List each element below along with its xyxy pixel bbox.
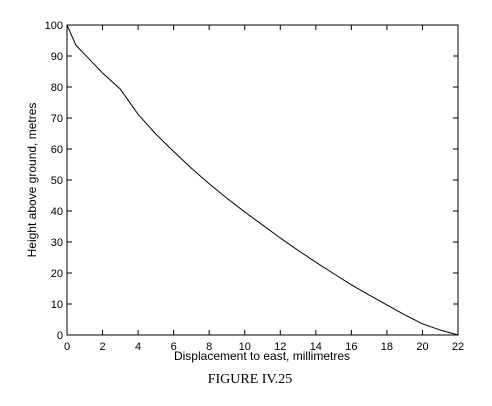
- series-group: [66, 24, 459, 336]
- x-tick-label-6: 6: [171, 341, 177, 353]
- y-tick-label-10: 10: [51, 299, 63, 311]
- y-tick-label-70: 70: [51, 113, 63, 125]
- y-tick-label-50: 50: [51, 175, 63, 187]
- x-tick-label-8: 8: [206, 341, 212, 353]
- x-axis-ticks: [66, 25, 459, 335]
- x-tick-label-0: 0: [64, 341, 70, 353]
- x-axis-tick-labels: 0 2 4 6 8 10 12 14 16 18 20 22: [64, 341, 464, 353]
- x-tick-label-4: 4: [135, 341, 141, 353]
- x-tick-label-22: 22: [452, 341, 464, 353]
- x-tick-label-14: 14: [310, 341, 322, 353]
- y-axis-label: Height above ground, metres: [25, 103, 39, 258]
- y-tick-label-60: 60: [51, 144, 63, 156]
- x-tick-label-2: 2: [99, 341, 105, 353]
- y-tick-label-0: 0: [57, 330, 63, 342]
- x-tick-label-18: 18: [381, 341, 393, 353]
- plot-frame: [66, 24, 459, 336]
- x-tick-label-20: 20: [416, 341, 428, 353]
- y-tick-label-40: 40: [51, 206, 63, 218]
- series-line-0: [66, 24, 459, 336]
- y-tick-label-100: 100: [45, 20, 63, 32]
- y-axis-ticks: [67, 24, 458, 336]
- y-tick-label-90: 90: [51, 51, 63, 63]
- y-axis-tick-labels: 0 10 20 30 40 50 60 70 80 90 100: [45, 20, 63, 342]
- figure-caption: FIGURE IV.25: [208, 372, 293, 387]
- y-tick-label-80: 80: [51, 82, 63, 94]
- y-tick-label-20: 20: [51, 268, 63, 280]
- x-tick-label-16: 16: [345, 341, 357, 353]
- x-tick-label-10: 10: [239, 341, 251, 353]
- x-axis-label: Displacement to east, millimetres: [174, 349, 350, 363]
- y-tick-label-30: 30: [51, 237, 63, 249]
- x-tick-label-12: 12: [274, 341, 286, 353]
